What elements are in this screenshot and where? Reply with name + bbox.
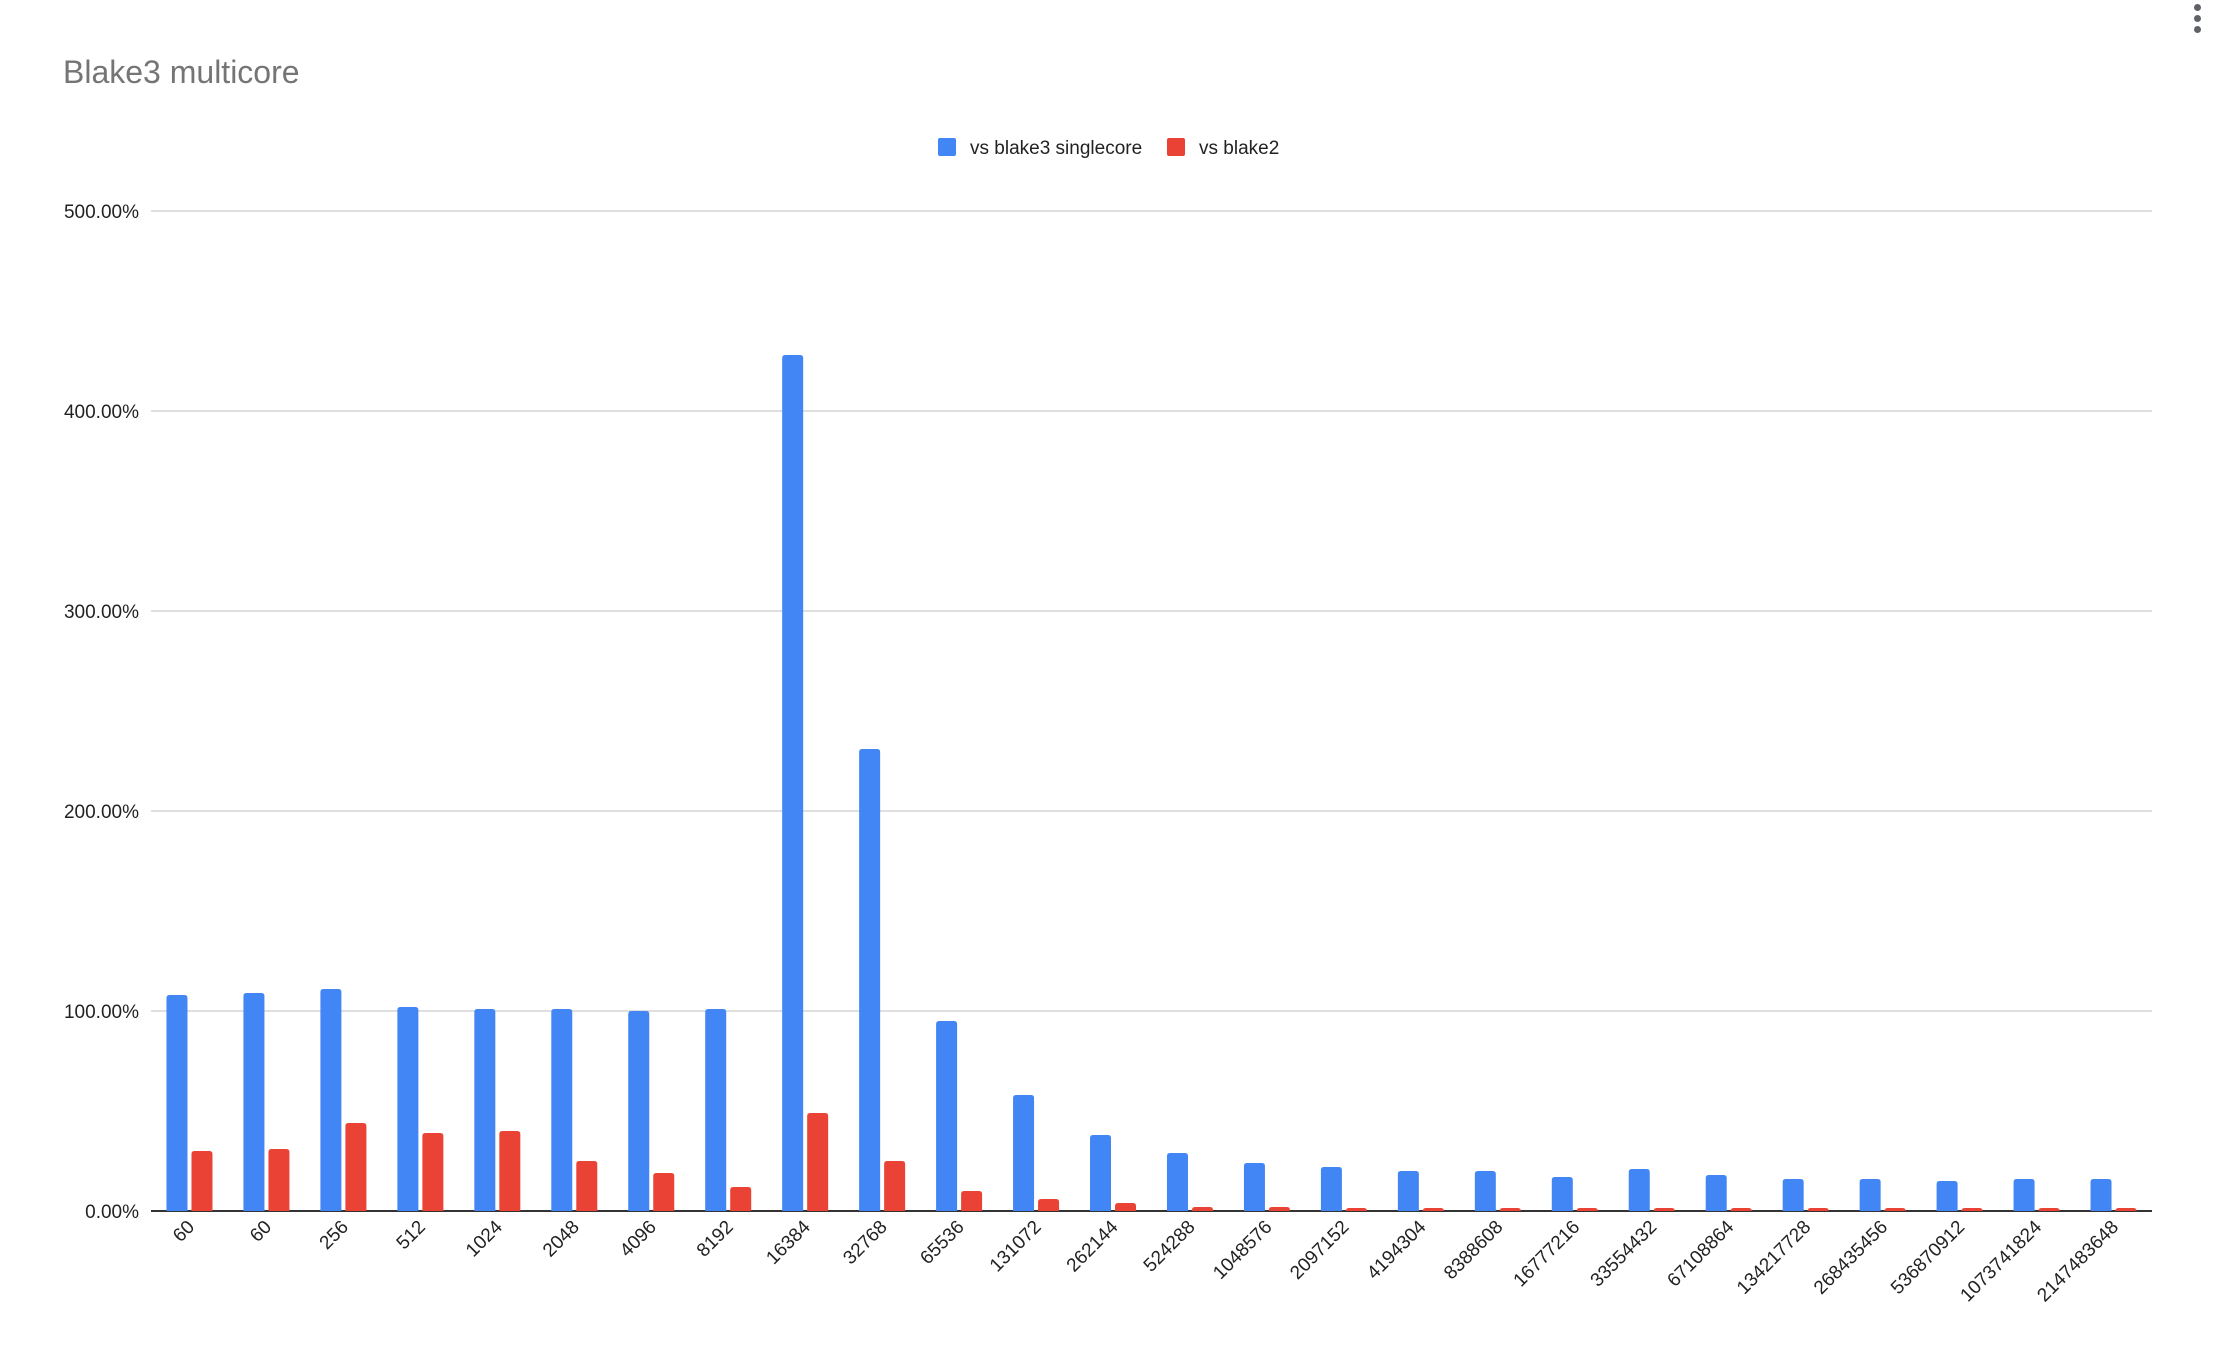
bar-vs-blake3-singlecore xyxy=(1551,1177,1573,1211)
bar-vs-blake2 xyxy=(1422,1208,1444,1211)
bar-vs-blake3-singlecore xyxy=(1166,1153,1188,1211)
bar-vs-blake3-singlecore xyxy=(1705,1175,1727,1211)
bar-vs-blake3-singlecore xyxy=(628,1011,650,1211)
bar-vs-blake2 xyxy=(1730,1208,1752,1211)
x-tick-label: 60 xyxy=(169,1217,199,1247)
legend-label: vs blake3 singlecore xyxy=(970,138,1142,159)
x-tick-label: 268435456 xyxy=(1810,1217,1892,1299)
bar-vs-blake2 xyxy=(1191,1207,1213,1211)
bar-vs-blake2 xyxy=(1807,1208,1829,1211)
x-tick-label: 131072 xyxy=(986,1217,1046,1277)
chart-title: Blake3 multicore xyxy=(63,54,300,90)
bar-vs-blake3-singlecore xyxy=(320,989,342,1211)
bar-vs-blake3-singlecore xyxy=(782,355,804,1211)
y-tick-label: 500.00% xyxy=(64,202,139,223)
bar-vs-blake3-singlecore xyxy=(397,1007,419,1211)
legend-item-vs-blake2[interactable]: vs blake2 xyxy=(1167,138,1279,159)
bar-vs-blake2 xyxy=(884,1161,906,1211)
bar-vs-blake3-singlecore xyxy=(1936,1181,1958,1211)
x-tick-label: 32768 xyxy=(839,1217,891,1269)
bar-vs-blake2 xyxy=(576,1161,598,1211)
x-tick-label: 524288 xyxy=(1140,1217,1200,1277)
legend[interactable]: vs blake3 singlecore vs blake2 xyxy=(938,138,1279,159)
legend-label: vs blake2 xyxy=(1199,138,1279,159)
legend-swatch xyxy=(1167,138,1185,156)
bar-vs-blake3-singlecore xyxy=(243,993,265,1211)
x-tick-label: 16777216 xyxy=(1510,1217,1585,1292)
bar-vs-blake3-singlecore xyxy=(2090,1179,2112,1211)
x-tick-label: 1073741824 xyxy=(1957,1216,2047,1306)
y-tick-label: 300.00% xyxy=(64,602,139,623)
y-tick-label: 200.00% xyxy=(64,802,139,823)
y-tick-label: 400.00% xyxy=(64,402,139,423)
x-tick-label: 536870912 xyxy=(1887,1217,1969,1299)
x-tick-label: 16384 xyxy=(762,1216,815,1269)
bar-vs-blake2 xyxy=(961,1191,983,1211)
x-tick-label: 60 xyxy=(246,1217,276,1247)
bar-vs-blake2 xyxy=(345,1123,367,1211)
bar-vs-blake3-singlecore xyxy=(936,1021,958,1211)
bar-vs-blake2 xyxy=(730,1187,752,1211)
bar-vs-blake3-singlecore xyxy=(1243,1163,1265,1211)
bar-vs-blake3-singlecore xyxy=(2013,1179,2035,1211)
x-tick-label: 4096 xyxy=(616,1217,661,1262)
x-tick-label: 8192 xyxy=(693,1217,738,1262)
x-tick-label: 33554432 xyxy=(1587,1217,1662,1292)
x-axis-ticks: 60 60 256 512 1024 2048 4096 8192 16384 32768 6553… xyxy=(169,1216,2123,1306)
x-tick-label: 512 xyxy=(393,1217,430,1254)
bar-vs-blake2 xyxy=(1884,1208,1906,1211)
bar-vs-blake2 xyxy=(1653,1208,1675,1211)
legend-item-vs-blake3-singlecore[interactable]: vs blake3 singlecore xyxy=(938,138,1142,159)
bar-vs-blake2 xyxy=(2038,1208,2060,1211)
bar-vs-blake2 xyxy=(191,1151,213,1211)
x-tick-label: 2147483648 xyxy=(2033,1217,2123,1307)
bar-vs-blake3-singlecore xyxy=(705,1009,727,1211)
bar-vs-blake3-singlecore xyxy=(1474,1171,1496,1211)
bar-vs-blake2 xyxy=(1115,1203,1137,1211)
bar-vs-blake2 xyxy=(1576,1208,1598,1211)
x-tick-label: 65536 xyxy=(916,1217,968,1269)
more-options-icon[interactable] xyxy=(2190,2,2204,38)
x-tick-label: 67108864 xyxy=(1664,1216,1739,1291)
bar-vs-blake3-singlecore xyxy=(166,995,188,1211)
bar-vs-blake3-singlecore xyxy=(551,1009,573,1211)
bar-vs-blake2 xyxy=(1961,1208,1983,1211)
x-tick-label: 2097152 xyxy=(1286,1217,1353,1284)
bar-vs-blake3-singlecore xyxy=(1859,1179,1881,1211)
bars xyxy=(166,355,2137,1211)
gridlines xyxy=(151,210,2152,1212)
bar-vs-blake2 xyxy=(1345,1208,1367,1211)
legend-swatch xyxy=(938,138,956,156)
x-tick-label: 4194304 xyxy=(1363,1216,1430,1283)
bar-vs-blake2 xyxy=(499,1131,521,1211)
x-tick-label: 1024 xyxy=(462,1216,507,1261)
x-tick-label: 256 xyxy=(316,1217,353,1254)
y-tick-label: 0.00% xyxy=(85,1202,139,1223)
bar-vs-blake3-singlecore xyxy=(859,749,881,1211)
y-axis-ticks: 0.00% 100.00% 200.00% 300.00% 400.00% 500.00% xyxy=(64,202,139,1223)
x-tick-label: 2048 xyxy=(539,1217,584,1262)
bar-vs-blake3-singlecore xyxy=(1397,1171,1419,1211)
x-tick-label: 8388608 xyxy=(1440,1217,1507,1284)
bar-vs-blake2 xyxy=(1268,1207,1290,1211)
bar-vs-blake3-singlecore xyxy=(1013,1095,1035,1211)
bar-vs-blake2 xyxy=(422,1133,444,1211)
bar-vs-blake2 xyxy=(653,1173,675,1211)
bar-vs-blake2 xyxy=(1038,1199,1060,1211)
bar-vs-blake3-singlecore xyxy=(474,1009,496,1211)
bar-vs-blake2 xyxy=(1499,1208,1521,1211)
x-tick-label: 262144 xyxy=(1063,1216,1123,1276)
bar-vs-blake3-singlecore xyxy=(1090,1135,1112,1211)
y-tick-label: 100.00% xyxy=(64,1002,139,1023)
x-tick-label: 1048576 xyxy=(1209,1217,1276,1284)
bar-vs-blake3-singlecore xyxy=(1628,1169,1650,1211)
bar-vs-blake2 xyxy=(2115,1208,2137,1211)
bar-vs-blake3-singlecore xyxy=(1782,1179,1804,1211)
bar-vs-blake3-singlecore xyxy=(1320,1167,1342,1211)
x-tick-label: 134217728 xyxy=(1733,1217,1815,1299)
bar-vs-blake2 xyxy=(807,1113,829,1211)
bar-vs-blake2 xyxy=(268,1149,290,1211)
